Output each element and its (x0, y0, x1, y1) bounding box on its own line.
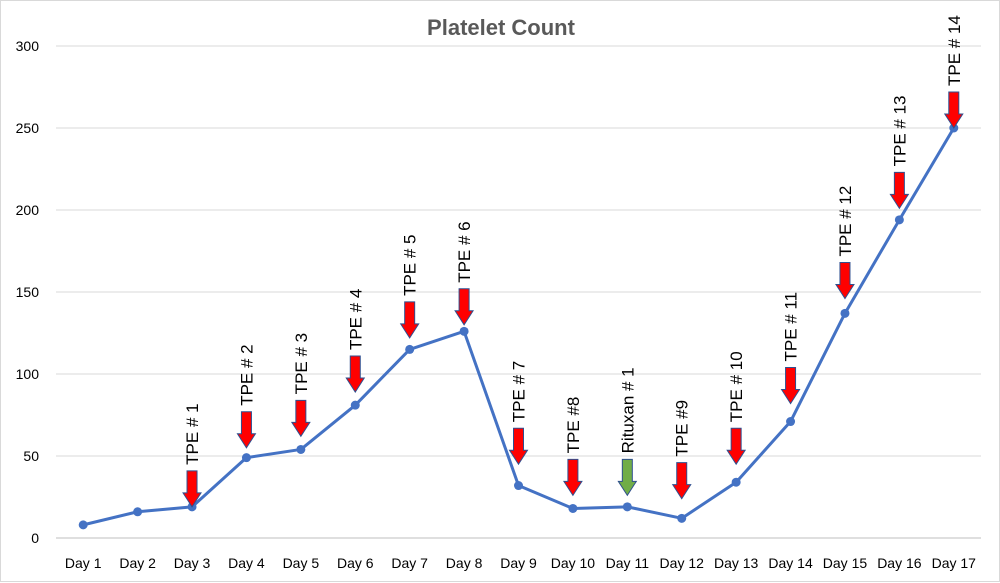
annotation-label: TPE #9 (673, 400, 692, 457)
annotation-arrow (671, 462, 692, 500)
x-tick-label: Day 4 (228, 555, 265, 571)
annotation-arrow (345, 355, 366, 393)
x-tick-label: Day 13 (714, 555, 759, 571)
data-point (514, 481, 523, 491)
data-point (786, 417, 796, 427)
y-tick-label: 200 (16, 202, 40, 218)
x-tick-label: Day 1 (65, 555, 102, 571)
x-tick-label: Day 5 (283, 555, 320, 571)
y-tick-label: 50 (23, 448, 39, 464)
data-point (459, 326, 469, 336)
annotation-label: TPE # 11 (782, 292, 801, 362)
annotation-label: TPE # 3 (292, 333, 311, 394)
annotation-arrow (236, 411, 257, 449)
annotation-label: TPE # 2 (237, 344, 256, 405)
y-tick-labels: 0 50 100 150 200 250 300 (16, 38, 40, 546)
annotation-label: TPE # 12 (836, 186, 855, 257)
x-tick-label: Day 7 (391, 555, 428, 571)
x-tick-label: Day 2 (119, 555, 156, 571)
data-point (568, 503, 578, 513)
annotation-arrow (182, 470, 202, 508)
annotation-arrow (508, 427, 529, 466)
x-tick-label: Day 10 (551, 555, 596, 571)
annotation-label: TPE # 1 (183, 403, 202, 464)
annotation-label: TPE # 6 (455, 221, 474, 282)
data-point (622, 502, 632, 512)
y-tick-label: 100 (16, 366, 40, 382)
x-tick-label: Day 9 (500, 555, 537, 571)
annotation-arrow (889, 171, 910, 210)
annotation-label: TPE #8 (564, 397, 583, 454)
annotation-arrow (399, 301, 420, 339)
annotation-label: TPE # 7 (510, 361, 529, 422)
annotation-label: TPE # 5 (401, 234, 420, 295)
data-point (78, 520, 88, 530)
data-point (133, 507, 143, 517)
series-line-group (82, 127, 956, 527)
data-point (241, 453, 251, 463)
annotation-arrow (562, 458, 583, 497)
annotation-arrow (780, 367, 801, 405)
x-tick-label: Day 12 (660, 555, 705, 571)
data-point (840, 308, 850, 318)
annotation-arrow (943, 91, 964, 129)
annotation-arrow (835, 262, 855, 300)
data-point (731, 477, 741, 487)
y-tick-label: 150 (16, 284, 40, 300)
annotation-arrow (726, 427, 747, 466)
x-tick-label: Day 3 (174, 555, 211, 571)
x-tick-label: Day 14 (768, 555, 813, 571)
y-tick-label: 250 (16, 120, 40, 136)
data-point (405, 344, 415, 354)
x-tick-label: Day 8 (446, 555, 483, 571)
x-tick-label: Day 17 (932, 555, 977, 571)
series-line (82, 127, 956, 527)
data-points (78, 123, 959, 530)
y-tick-label: 300 (16, 38, 40, 54)
annotations: TPE # 1 TPE # 2 TPE # 3 TPE # 4 TPE # 5 TPE #… (182, 15, 964, 508)
x-tick-label: Day 15 (823, 555, 868, 571)
annotation-label: TPE # 13 (890, 95, 909, 166)
annotation-label: Rituxan # 1 (618, 367, 637, 453)
data-point (350, 400, 360, 410)
chart-title: Platelet Count (427, 15, 575, 40)
annotation-arrow (290, 399, 311, 438)
annotation-label: TPE # 14 (945, 15, 964, 86)
x-tick-label: Day 6 (337, 555, 374, 571)
x-tick-labels: Day 1 Day 2 Day 3 Day 4 Day 5 Day 6 Day 7 Day 8… (65, 555, 976, 571)
x-tick-label: Day 16 (877, 555, 922, 571)
x-tick-label: Day 11 (606, 555, 650, 571)
annotation-label: TPE # 10 (727, 351, 746, 422)
data-point (296, 444, 306, 454)
y-tick-label: 0 (31, 530, 39, 546)
annotation-arrow (617, 458, 638, 497)
annotation-label: TPE # 4 (346, 289, 365, 350)
data-point (894, 215, 904, 225)
data-point (677, 513, 687, 523)
annotation-arrow (454, 288, 475, 326)
